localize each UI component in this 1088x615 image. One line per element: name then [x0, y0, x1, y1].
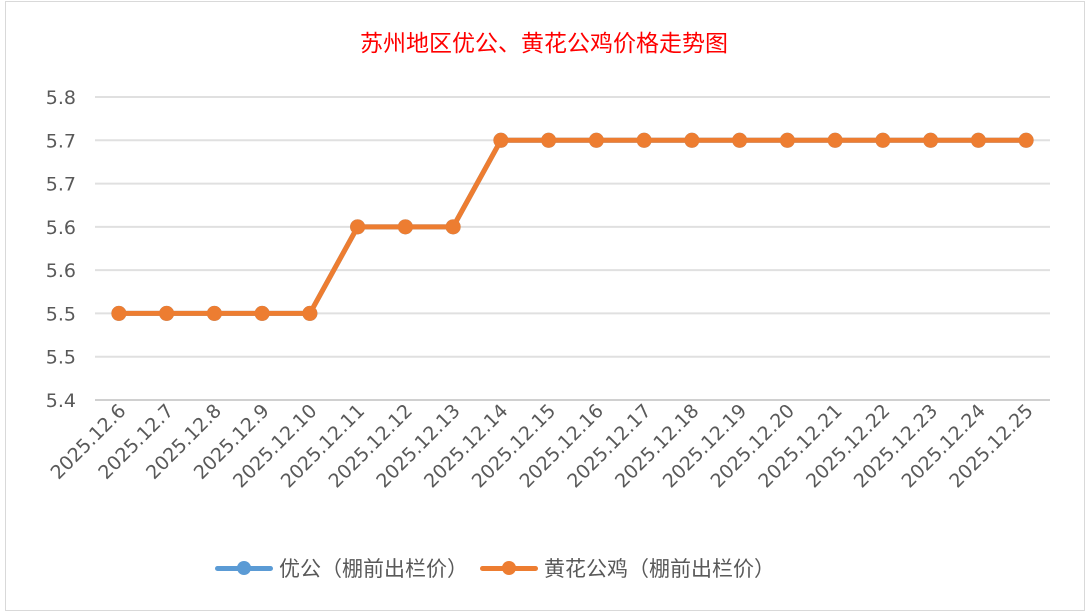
series-line [118, 137, 1027, 316]
data-point [588, 132, 604, 148]
y-tick-label: 5.7 [46, 174, 76, 196]
data-point [827, 132, 843, 148]
y-tick-label: 5.6 [46, 260, 76, 282]
data-point [970, 132, 986, 148]
y-tick-label: 5.7 [46, 130, 76, 152]
data-point [397, 219, 413, 235]
y-tick-label: 5.4 [46, 390, 76, 412]
data-point [779, 132, 795, 148]
legend: 优公（棚前出栏价） 黄花公鸡（棚前出栏价） [215, 553, 787, 583]
data-point [732, 132, 748, 148]
y-tick-label: 5.5 [46, 303, 76, 325]
y-tick-label: 5.8 [46, 87, 76, 109]
y-tick-label: 5.6 [46, 217, 76, 239]
data-point [1018, 132, 1034, 148]
data-point [111, 305, 127, 321]
data-point [541, 132, 557, 148]
data-point [636, 132, 652, 148]
chart-area [5, 1, 1085, 611]
chart-title: 苏州地区优公、黄花公鸡价格走势图 [360, 31, 728, 57]
data-point [302, 305, 318, 321]
legend-label: 黄花公鸡（棚前出栏价） [544, 557, 775, 581]
data-point [684, 132, 700, 148]
data-point [159, 305, 175, 321]
data-point [445, 219, 461, 235]
y-tick-label: 5.5 [46, 347, 76, 369]
legend-label: 优公（棚前出栏价） [279, 557, 468, 581]
legend-marker-icon [215, 558, 273, 578]
data-point [923, 132, 939, 148]
legend-item-yougong: 优公（棚前出栏价） [215, 553, 468, 583]
data-point [206, 305, 222, 321]
data-point [350, 219, 366, 235]
legend-marker-icon [480, 558, 538, 578]
data-point [875, 132, 891, 148]
legend-item-huanghua: 黄花公鸡（棚前出栏价） [480, 553, 775, 583]
data-point [254, 305, 270, 321]
data-point [493, 132, 509, 148]
